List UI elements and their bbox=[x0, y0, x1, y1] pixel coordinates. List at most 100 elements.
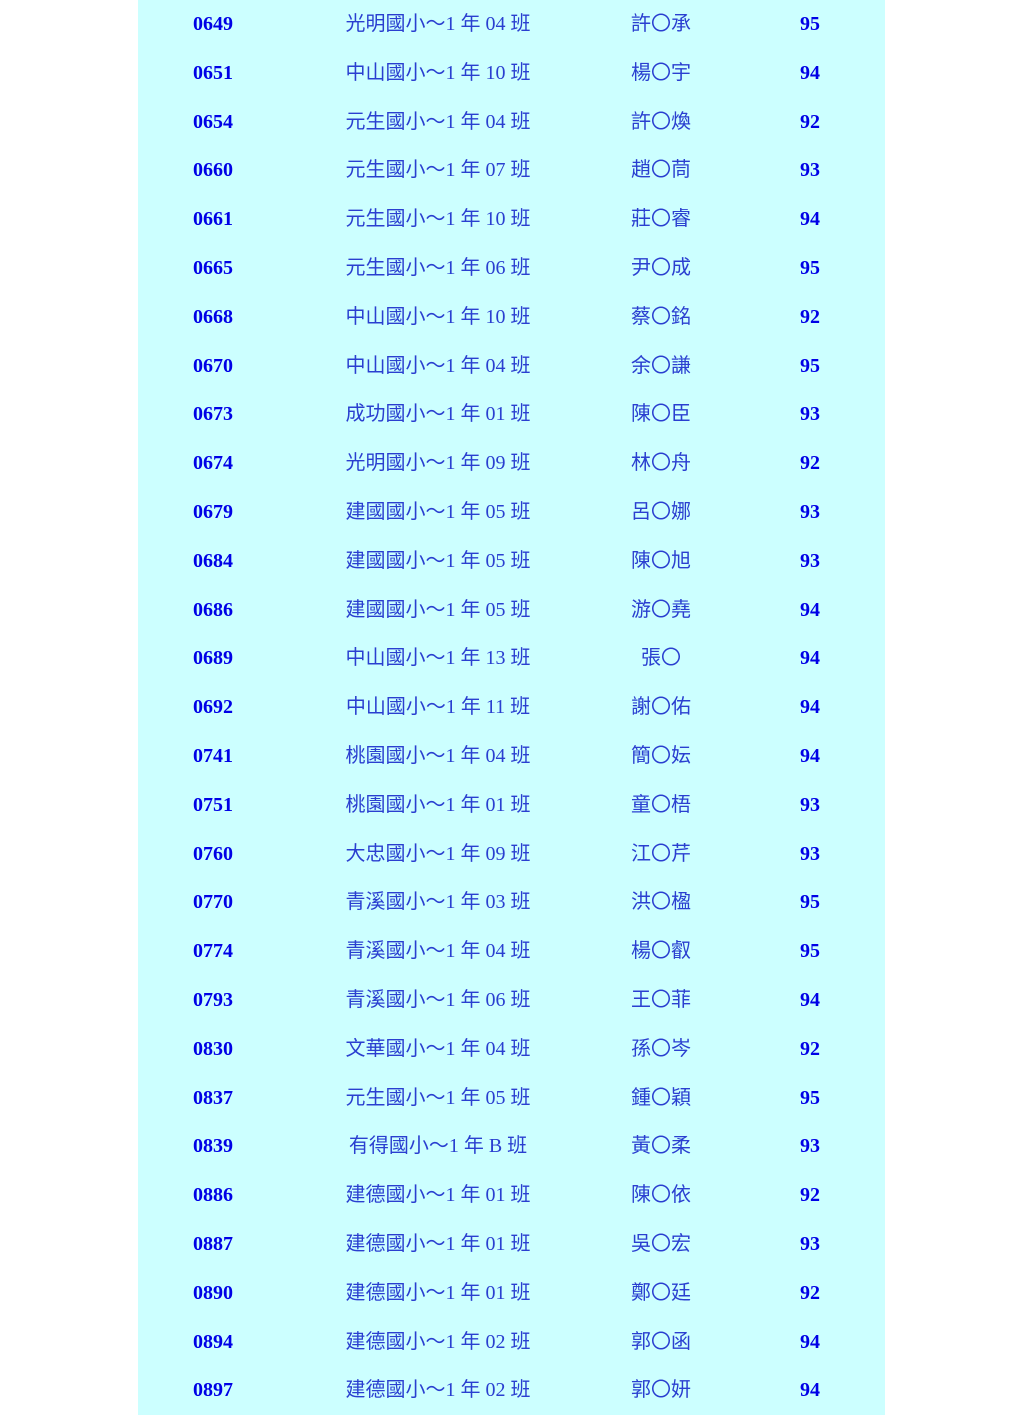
student-name: 楊〇宇 bbox=[631, 61, 691, 84]
student-id: 0839 bbox=[193, 1135, 233, 1158]
student-name: 吳〇宏 bbox=[631, 1233, 691, 1255]
table-row: 0793 青溪國小～1 年 06 班 王〇菲 94 bbox=[138, 976, 885, 1025]
score: 94 bbox=[800, 61, 820, 84]
school-class: 有得國小～1 年 B 班 bbox=[348, 1135, 528, 1158]
score: 94 bbox=[800, 598, 820, 621]
table-row: 0670 中山國小～1 年 04 班 余〇謙 95 bbox=[138, 342, 885, 391]
score: 93 bbox=[800, 842, 820, 865]
score: 94 bbox=[800, 208, 820, 231]
score: 92 bbox=[800, 1184, 820, 1207]
school-class: 建國國小～1 年 05 班 bbox=[345, 598, 531, 621]
table-row: 0887 建德國小～1 年 01 班 吳〇宏 93 bbox=[138, 1220, 885, 1269]
score: 93 bbox=[800, 793, 820, 816]
student-name: 鄭〇廷 bbox=[631, 1281, 691, 1304]
student-id: 0886 bbox=[193, 1184, 233, 1207]
school-class: 元生國小～1 年 04 班 bbox=[345, 110, 531, 133]
table-row: 0674 光明國小～1 年 09 班 林〇舟 92 bbox=[138, 439, 885, 488]
score: 94 bbox=[800, 745, 820, 767]
student-id: 0686 bbox=[193, 598, 233, 621]
score: 92 bbox=[800, 305, 820, 328]
school-class: 中山國小～1 年 10 班 bbox=[345, 61, 531, 84]
score: 95 bbox=[800, 891, 820, 914]
school-class: 建德國小～1 年 01 班 bbox=[345, 1281, 531, 1304]
student-id: 0651 bbox=[193, 61, 233, 84]
table-row: 0897 建德國小～1 年 02 班 郭〇妍 94 bbox=[138, 1366, 885, 1415]
score: 95 bbox=[800, 257, 820, 279]
student-id: 0670 bbox=[193, 354, 233, 377]
school-class: 中山國小～1 年 13 班 bbox=[345, 647, 531, 670]
school-class: 建國國小～1 年 05 班 bbox=[345, 501, 531, 523]
table-row: 0673 成功國小～1 年 01 班 陳〇臣 93 bbox=[138, 390, 885, 439]
table-row: 0837 元生國小～1 年 05 班 鍾〇穎 95 bbox=[138, 1074, 885, 1123]
score: 93 bbox=[800, 549, 820, 572]
student-id: 0894 bbox=[193, 1330, 233, 1353]
student-id: 0897 bbox=[193, 1379, 233, 1402]
school-class: 青溪國小～1 年 03 班 bbox=[345, 891, 531, 914]
student-id: 0660 bbox=[193, 159, 233, 182]
student-name: 陳〇依 bbox=[631, 1184, 691, 1207]
student-name: 謝〇佑 bbox=[631, 696, 691, 719]
student-name: 孫〇岑 bbox=[631, 1037, 691, 1060]
table-row: 0774 青溪國小～1 年 04 班 楊〇叡 95 bbox=[138, 927, 885, 976]
table-row: 0741 桃園國小～1 年 04 班 簡〇妘 94 bbox=[138, 732, 885, 781]
table-row: 0651 中山國小～1 年 10 班 楊〇宇 94 bbox=[138, 49, 885, 98]
score: 92 bbox=[800, 1037, 820, 1060]
student-id: 0679 bbox=[193, 501, 233, 523]
student-name: 王〇菲 bbox=[631, 989, 691, 1011]
score: 95 bbox=[800, 940, 820, 963]
school-class: 元生國小～1 年 05 班 bbox=[345, 1086, 531, 1109]
student-id: 0649 bbox=[193, 13, 233, 35]
student-name: 許〇承 bbox=[631, 13, 691, 35]
score: 92 bbox=[800, 110, 820, 133]
student-id: 0774 bbox=[193, 940, 233, 963]
school-class: 中山國小～1 年 11 班 bbox=[345, 696, 531, 719]
score: 92 bbox=[800, 1281, 820, 1304]
student-id: 0654 bbox=[193, 110, 233, 133]
table-row: 0760 大忠國小～1 年 09 班 江〇芹 93 bbox=[138, 830, 885, 879]
table-row: 0660 元生國小～1 年 07 班 趙〇茼 93 bbox=[138, 146, 885, 195]
student-name: 童〇梧 bbox=[631, 793, 691, 816]
table-row: 0679 建國國小～1 年 05 班 呂〇娜 93 bbox=[138, 488, 885, 537]
school-class: 青溪國小～1 年 04 班 bbox=[345, 940, 531, 963]
table-row: 0665 元生國小～1 年 06 班 尹〇成 95 bbox=[138, 244, 885, 293]
student-name: 蔡〇銘 bbox=[631, 305, 691, 328]
student-name: 洪〇楹 bbox=[631, 891, 691, 914]
score: 93 bbox=[800, 403, 820, 426]
student-id: 0741 bbox=[193, 745, 233, 767]
table-row: 0649 光明國小～1 年 04 班 許〇承 95 bbox=[138, 0, 885, 49]
student-id: 0665 bbox=[193, 257, 233, 279]
table-row: 0886 建德國小～1 年 01 班 陳〇依 92 bbox=[138, 1171, 885, 1220]
score: 95 bbox=[800, 354, 820, 377]
student-id: 0668 bbox=[193, 305, 233, 328]
school-class: 光明國小～1 年 04 班 bbox=[345, 13, 531, 35]
table-row: 0654 元生國小～1 年 04 班 許〇煥 92 bbox=[138, 98, 885, 147]
student-name: 簡〇妘 bbox=[631, 745, 691, 767]
school-class: 元生國小～1 年 07 班 bbox=[345, 159, 531, 182]
student-name: 張〇 bbox=[641, 647, 681, 670]
student-id: 0751 bbox=[193, 793, 233, 816]
table-row: 0692 中山國小～1 年 11 班 謝〇佑 94 bbox=[138, 683, 885, 732]
table-row: 0661 元生國小～1 年 10 班 莊〇睿 94 bbox=[138, 195, 885, 244]
score: 92 bbox=[800, 452, 820, 475]
school-class: 桃園國小～1 年 01 班 bbox=[345, 793, 531, 816]
student-name: 陳〇旭 bbox=[631, 549, 691, 572]
school-class: 青溪國小～1 年 06 班 bbox=[345, 989, 531, 1011]
table-row: 0751 桃園國小～1 年 01 班 童〇梧 93 bbox=[138, 781, 885, 830]
student-id: 0661 bbox=[193, 208, 233, 231]
student-name: 江〇芹 bbox=[631, 842, 691, 865]
table-row: 0689 中山國小～1 年 13 班 張〇 94 bbox=[138, 634, 885, 683]
student-name: 郭〇函 bbox=[631, 1330, 691, 1353]
score: 94 bbox=[800, 696, 820, 719]
school-class: 建國國小～1 年 05 班 bbox=[345, 549, 531, 572]
school-class: 建德國小～1 年 01 班 bbox=[345, 1184, 531, 1207]
score: 95 bbox=[800, 1086, 820, 1109]
student-id: 0760 bbox=[193, 842, 233, 865]
school-class: 大忠國小～1 年 09 班 bbox=[345, 842, 531, 865]
score: 93 bbox=[800, 1135, 820, 1158]
student-id: 0674 bbox=[193, 452, 233, 475]
school-class: 成功國小～1 年 01 班 bbox=[345, 403, 531, 426]
score: 93 bbox=[800, 501, 820, 523]
student-name: 楊〇叡 bbox=[631, 940, 691, 963]
student-id: 0689 bbox=[193, 647, 233, 670]
student-name: 林〇舟 bbox=[631, 452, 691, 475]
